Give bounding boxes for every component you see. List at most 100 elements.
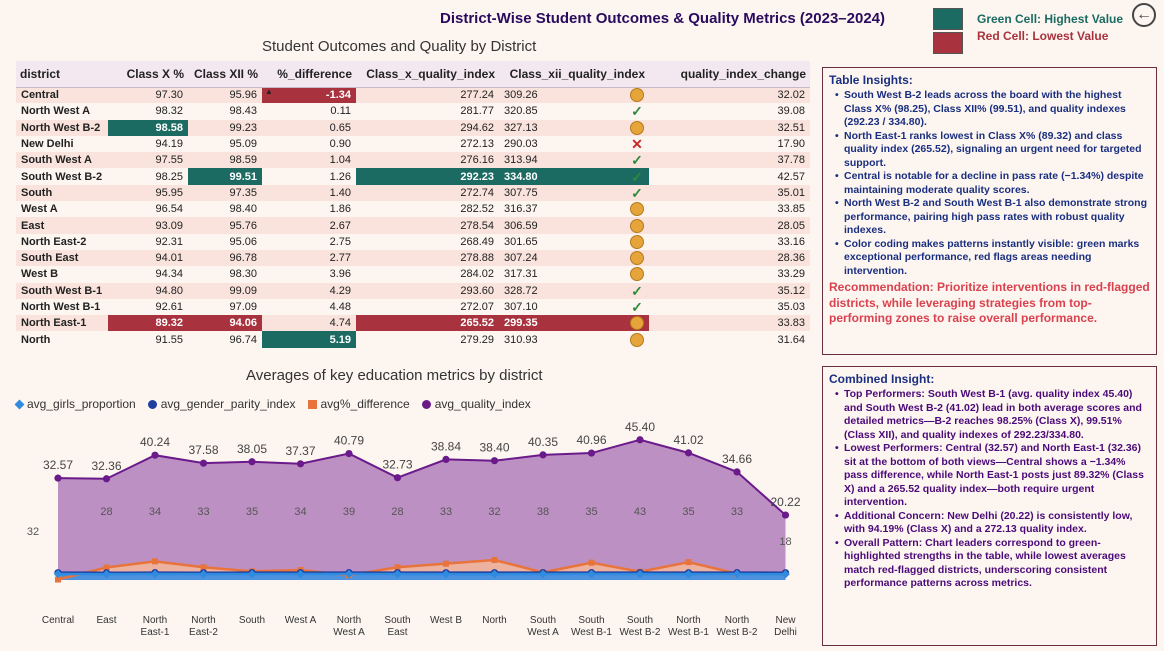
data-point <box>491 556 498 563</box>
cell-value: 313.94 <box>504 154 538 167</box>
area-chart: 32.57 32.36 40.24 37.58 38.05 37.37 40.79 32.73… <box>27 420 801 638</box>
cell-qx: 293.60 <box>356 282 499 299</box>
cell-qx: 276.16 <box>356 152 499 169</box>
column-header-2[interactable]: Class XII % <box>188 61 262 88</box>
legend-item-3[interactable]: avg_quality_index <box>421 397 531 411</box>
cell-diff: 4.29 <box>262 282 356 299</box>
cell-change: 39.08 <box>649 103 810 120</box>
table-row[interactable]: North 91.55 96.74 5.19 279.29 310.93 31.64 <box>16 331 810 348</box>
back-button[interactable]: ← <box>1132 3 1156 27</box>
cell-class_x: 98.25 <box>108 168 188 185</box>
cell-diff: -1.34 <box>262 87 356 104</box>
cell-class_x: 92.61 <box>108 298 188 316</box>
inner-label: 38 <box>537 506 549 518</box>
cell-class_xii: 99.51 <box>188 168 262 185</box>
column-header-1[interactable]: Class X % <box>108 61 188 88</box>
table-row[interactable]: Central 97.30 95.96 -1.34 277.24 309.26 32.02 <box>16 87 810 104</box>
data-point <box>152 558 158 565</box>
cell-class_xii: 95.76 <box>188 217 262 234</box>
data-point <box>684 449 693 457</box>
table-row[interactable]: South West B-2 98.25 99.51 1.26 292.23 334.80… <box>16 168 810 185</box>
cell-qx: 284.02 <box>356 266 499 283</box>
table-row[interactable]: South 95.95 97.35 1.40 272.74 307.75 ✓ 35.01 <box>16 184 810 202</box>
data-point <box>393 569 402 579</box>
table-insights-panel: Table Insights: South West B-2 leads acr… <box>822 67 1157 355</box>
cell-class_x: 96.54 <box>108 201 188 218</box>
table-row[interactable]: South East 94.01 96.78 2.77 278.88 307.24 28.3… <box>16 249 810 267</box>
cell-class_xii: 95.96 <box>188 87 262 104</box>
cell-diff: 3.96 <box>262 266 356 283</box>
page-title: District-Wise Student Outcomes & Quality… <box>440 10 886 27</box>
circle-indicator-icon <box>630 332 644 347</box>
column-header-5[interactable]: Class_xii_quality_index <box>499 61 649 88</box>
table-row[interactable]: North West A 98.32 98.43 0.11 281.77 320.85 ✓ 3… <box>16 103 810 120</box>
x-tick-label: West A <box>333 627 365 638</box>
table-row[interactable]: East 93.09 95.76 2.67 278.54 306.59 28.05 <box>16 217 810 234</box>
data-point <box>296 569 305 579</box>
circle-indicator-icon <box>630 218 644 233</box>
table-row[interactable]: North East-1 89.32 94.06 4.74 265.52 299.35 33… <box>16 315 810 332</box>
insight-item: Lowest Performers: Central (32.57) and N… <box>829 442 1150 510</box>
column-header-3[interactable]: %_difference ▲ <box>262 61 356 96</box>
cell-change: 32.02 <box>649 87 810 104</box>
cell-qxii: 301.65 <box>499 233 649 250</box>
cell-class_xii: 98.43 <box>188 103 262 120</box>
circle-marker-icon <box>147 399 157 409</box>
data-label: 20.22 <box>770 495 800 509</box>
inner-label: 34 <box>149 506 161 518</box>
legend-label: avg%_difference <box>320 397 410 411</box>
cell-district: South West A <box>16 152 108 169</box>
cell-change: 35.12 <box>649 282 810 299</box>
column-header-4[interactable]: Class_x_quality_index <box>356 61 499 88</box>
cell-class_x: 94.80 <box>108 282 188 299</box>
data-label: 41.02 <box>673 433 703 447</box>
circle-indicator-icon <box>630 316 644 331</box>
cell-class_xii: 98.59 <box>188 152 262 169</box>
column-header-6[interactable]: quality_index_change <box>649 61 810 88</box>
circle-indicator-icon <box>630 234 644 249</box>
table-row[interactable]: South West A 97.55 98.59 1.04 276.16 313.94 ✓ 3… <box>16 152 810 169</box>
cell-class_xii: 98.30 <box>188 266 262 283</box>
data-point <box>55 576 61 583</box>
x-tick-label: East-2 <box>189 627 218 638</box>
legend-item-1[interactable]: avg_gender_parity_index <box>147 397 296 411</box>
cell-district: North West B-2 <box>16 119 108 136</box>
sort-ascending-icon[interactable]: ▲ <box>265 86 273 96</box>
table-row[interactable]: West A 96.54 98.40 1.86 282.52 316.37 33.85 <box>16 201 810 218</box>
x-tick-label: North <box>676 615 700 626</box>
cell-qxii: 334.80 ✓ <box>499 168 649 185</box>
cell-diff: 2.77 <box>262 249 356 267</box>
table-row[interactable]: South West B-1 94.80 99.09 4.29 293.60 328.72… <box>16 282 810 299</box>
legend-item-0[interactable]: avg_girls_proportion <box>14 397 136 411</box>
cell-value: 307.10 <box>504 301 538 313</box>
table-row[interactable]: North East-2 92.31 95.06 2.75 268.49 301.65 33… <box>16 233 810 250</box>
data-point <box>781 511 790 519</box>
data-point <box>685 559 692 566</box>
chart-title: Averages of key education metrics by dis… <box>246 367 543 384</box>
legend-swatch-lowest <box>933 32 963 54</box>
cell-class_xii: 97.09 <box>188 298 262 316</box>
data-point <box>539 451 547 459</box>
data-label: 40.35 <box>528 435 558 449</box>
table-row[interactable]: North West B-2 98.58 99.23 0.65 294.62 327.13… <box>16 119 810 136</box>
cell-qxii: 307.10 ✓ <box>499 298 649 316</box>
data-label: 32.36 <box>91 459 121 473</box>
cell-district: South West B-2 <box>16 168 108 185</box>
column-header-0[interactable]: district <box>16 61 108 88</box>
data-point <box>684 569 693 579</box>
table-row[interactable]: New Delhi 94.19 95.09 0.90 272.13 290.03 ✕ 17.9… <box>16 135 810 153</box>
table-row[interactable]: West B 94.34 98.30 3.96 284.02 317.31 33.29 <box>16 266 810 283</box>
cell-change: 28.36 <box>649 249 810 267</box>
cell-district: North East-2 <box>16 233 108 250</box>
data-point <box>345 449 353 458</box>
data-point <box>200 564 207 571</box>
combined-insight-panel: Combined Insight: Top Performers: South … <box>822 366 1157 646</box>
table-row[interactable]: North West B-1 92.61 97.09 4.48 272.07 307.10… <box>16 298 810 316</box>
outcomes-table: district Class X % Class XII % %_difference… <box>16 61 810 348</box>
data-point <box>247 569 257 579</box>
check-indicator-icon: ✓ <box>631 282 643 299</box>
cell-qx: 281.77 <box>356 103 499 120</box>
data-label: 32.73 <box>382 458 412 472</box>
cell-qx: 278.54 <box>356 217 499 234</box>
legend-item-2[interactable]: avg%_difference <box>307 397 410 411</box>
